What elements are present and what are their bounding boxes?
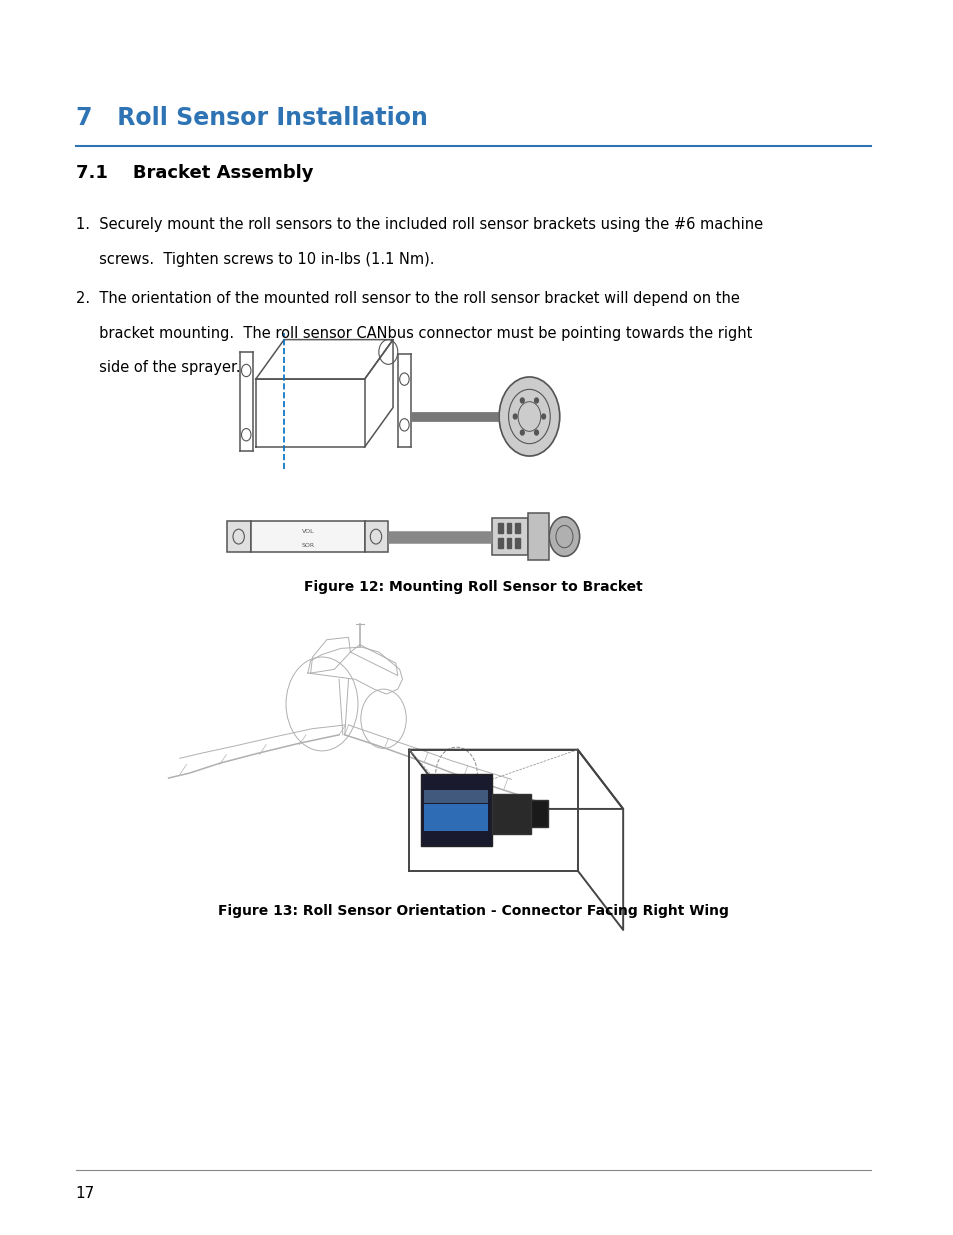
Circle shape xyxy=(520,430,523,435)
Bar xyxy=(515,538,519,548)
Bar xyxy=(515,524,519,534)
Bar xyxy=(506,538,511,548)
Text: SOR: SOR xyxy=(301,542,314,548)
Text: 7.1    Bracket Assembly: 7.1 Bracket Assembly xyxy=(75,163,313,182)
Circle shape xyxy=(513,414,517,419)
Bar xyxy=(531,800,548,827)
Text: 7   Roll Sensor Installation: 7 Roll Sensor Installation xyxy=(75,106,427,130)
Circle shape xyxy=(534,430,537,435)
Text: side of the sprayer.: side of the sprayer. xyxy=(75,361,240,375)
Text: 1.  Securely mount the roll sensors to the included roll sensor brackets using t: 1. Securely mount the roll sensors to th… xyxy=(75,217,762,232)
Bar xyxy=(424,790,487,803)
Bar xyxy=(251,521,364,552)
Text: 17: 17 xyxy=(75,1186,95,1200)
Circle shape xyxy=(520,398,523,403)
Circle shape xyxy=(549,516,579,556)
Bar xyxy=(492,519,528,556)
Circle shape xyxy=(534,398,537,403)
Text: screws.  Tighten screws to 10 in-lbs (1.1 Nm).: screws. Tighten screws to 10 in-lbs (1.1… xyxy=(75,252,434,267)
Text: Figure 13: Roll Sensor Orientation - Connector Facing Right Wing: Figure 13: Roll Sensor Orientation - Con… xyxy=(218,904,728,918)
Bar xyxy=(506,524,511,534)
Circle shape xyxy=(541,414,545,419)
Bar xyxy=(497,524,502,534)
Bar xyxy=(420,774,491,846)
Text: VOL: VOL xyxy=(301,529,314,535)
Text: 2.  The orientation of the mounted roll sensor to the roll sensor bracket will d: 2. The orientation of the mounted roll s… xyxy=(75,291,739,306)
Bar xyxy=(491,794,531,834)
Bar xyxy=(528,514,549,561)
Text: bracket mounting.  The roll sensor CANbus connector must be pointing towards the: bracket mounting. The roll sensor CANbus… xyxy=(75,326,751,341)
Bar xyxy=(227,521,251,552)
Bar xyxy=(497,538,502,548)
Bar xyxy=(364,521,388,552)
Circle shape xyxy=(498,377,559,456)
Text: Figure 12: Mounting Roll Sensor to Bracket: Figure 12: Mounting Roll Sensor to Brack… xyxy=(304,580,642,594)
Bar xyxy=(424,804,487,831)
